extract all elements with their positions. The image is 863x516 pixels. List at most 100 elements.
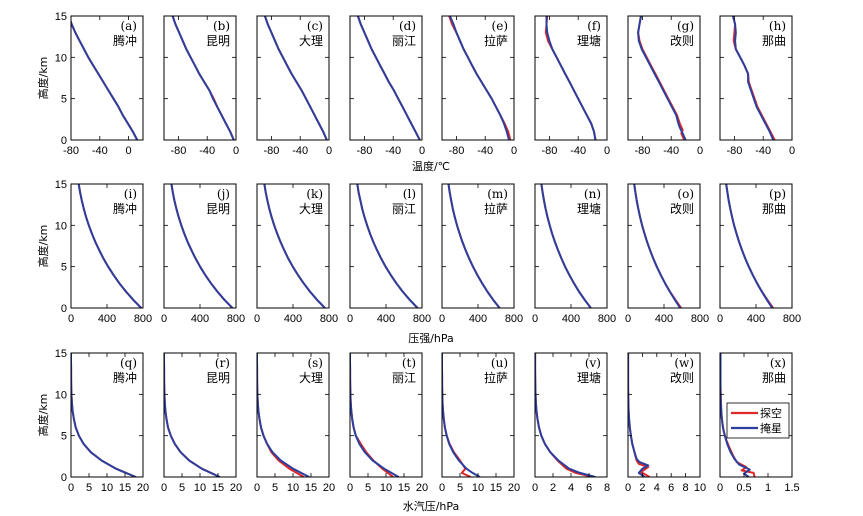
- x-tick-label: 2: [639, 482, 645, 494]
- x-tick-label: 400: [284, 313, 302, 325]
- y-tick-label: 0: [61, 472, 67, 484]
- y-tick-label: 10: [55, 389, 67, 401]
- panel-station: 那曲: [762, 34, 786, 48]
- x-tick-label: 0: [254, 482, 260, 494]
- x-tick-label: 1: [765, 482, 771, 494]
- x-tick-label: 0: [439, 313, 445, 325]
- series-line-occultation: [263, 16, 328, 140]
- panel-station: 昆明: [206, 202, 230, 216]
- x-tick-label: 2: [550, 482, 556, 494]
- x-tick-label: 6: [668, 482, 674, 494]
- x-tick-label: 6: [586, 482, 592, 494]
- panel-t: 0 5 10 15 20 (t)丽江: [347, 352, 428, 494]
- x-tick-label: -40: [663, 145, 679, 157]
- x-tick-label: 8: [604, 482, 610, 494]
- series-line-occultation: [171, 16, 235, 140]
- x-tick-label: -80: [726, 145, 742, 157]
- x-tick-label: 10: [380, 482, 392, 494]
- row-0: 高度/km 0 5 10 15 -80 -40 0 (a)腾冲 -80 -40 0 (b)昆明 -80 -4…: [36, 11, 795, 157]
- x-tick-label: -40: [385, 145, 401, 157]
- panel-s: 0 5 10 15 20 (s)大理: [254, 352, 335, 494]
- panel-station: 那曲: [762, 371, 786, 385]
- series-line-occultation: [725, 184, 774, 308]
- x-tick-label: 400: [191, 313, 209, 325]
- x-tick-label: 0: [347, 482, 353, 494]
- panel-tag: (w): [674, 356, 694, 370]
- panel-station: 大理: [299, 202, 323, 216]
- panel-station: 改则: [670, 202, 694, 216]
- panel-g: -80 -40 0 (g)改则: [627, 15, 703, 157]
- panel-station: 腾冲: [113, 33, 137, 48]
- panel-frame: [534, 15, 608, 141]
- panel-station: 改则: [670, 34, 694, 48]
- series-line-occultation: [170, 184, 234, 308]
- panel-frame: [163, 15, 237, 141]
- legend-box: [726, 402, 790, 439]
- y-tick-label: 15: [55, 179, 67, 191]
- panel-frame: [719, 15, 793, 141]
- x-tick-label: 0: [419, 145, 425, 157]
- x-tick-label: 15: [305, 482, 317, 494]
- panel-frame: [70, 15, 144, 141]
- row-xlabel-pressure: 压强/hPa: [408, 332, 454, 345]
- panel-station: 大理: [299, 34, 323, 48]
- x-tick-label: 400: [98, 313, 116, 325]
- series-line-occultation: [628, 353, 650, 477]
- y-axis-label: 高度/km: [36, 57, 50, 100]
- panel-tag: (b): [213, 19, 230, 33]
- series-line-occultation: [637, 16, 687, 140]
- panel-station: 腾冲: [113, 201, 137, 216]
- panel-station: 拉萨: [484, 201, 508, 216]
- panel-tag: (g): [677, 19, 694, 33]
- panel-tag: (h): [769, 19, 786, 33]
- x-tick-label: 0: [233, 145, 239, 157]
- panel-tag: (p): [769, 187, 786, 201]
- panel-tag: (m): [487, 187, 508, 201]
- panel-station: 拉萨: [484, 33, 508, 48]
- panel-h: -80 -40 0 (h)那曲: [719, 15, 795, 157]
- series-line-occultation: [356, 16, 421, 140]
- x-tick-label: -80: [541, 145, 557, 157]
- panel-tag: (l): [403, 187, 416, 201]
- x-tick-label: -80: [170, 145, 186, 157]
- x-tick-label: 15: [212, 482, 224, 494]
- x-tick-label: 15: [398, 482, 410, 494]
- y-axis-label: 高度/km: [36, 225, 50, 268]
- y-tick-label: 15: [55, 348, 67, 360]
- panel-b: -80 -40 0 (b)昆明: [163, 15, 239, 157]
- x-tick-label: 10: [101, 482, 113, 494]
- x-tick-label: 10: [287, 482, 299, 494]
- x-tick-label: 0: [717, 313, 723, 325]
- panel-station: 拉萨: [484, 370, 508, 385]
- x-tick-label: -80: [448, 145, 464, 157]
- panel-k: 0 400 800 (k)大理: [254, 183, 338, 325]
- x-tick-label: 400: [747, 313, 765, 325]
- panel-i: 0 5 10 15 0 400 800 (i)腾冲: [55, 179, 152, 325]
- x-tick-label: 4: [568, 482, 574, 494]
- x-tick-label: 5: [272, 482, 278, 494]
- x-tick-label: 0: [161, 313, 167, 325]
- panel-tag: (s): [307, 356, 323, 370]
- panel-frame: [627, 352, 701, 478]
- x-tick-label: 400: [469, 313, 487, 325]
- panel-c: -80 -40 0 (c)大理: [256, 15, 332, 157]
- y-tick-label: 0: [61, 135, 67, 147]
- x-tick-label: 0: [439, 482, 445, 494]
- x-tick-label: 0: [604, 145, 610, 157]
- panel-tag: (e): [492, 19, 508, 33]
- panel-f: -80 -40 0 (f)理塘: [534, 15, 610, 157]
- x-tick-label: 10: [194, 482, 206, 494]
- x-tick-label: 400: [562, 313, 580, 325]
- x-tick-label: -80: [263, 145, 279, 157]
- x-tick-label: 0: [161, 482, 167, 494]
- y-tick-label: 10: [55, 52, 67, 64]
- panel-tag: (f): [587, 19, 601, 33]
- panel-tag: (u): [491, 356, 508, 370]
- x-tick-label: 5: [365, 482, 371, 494]
- x-tick-label: 800: [134, 313, 152, 325]
- x-tick-label: -80: [356, 145, 372, 157]
- x-tick-label: 15: [490, 482, 502, 494]
- x-tick-label: 800: [227, 313, 245, 325]
- x-tick-label: 400: [655, 313, 673, 325]
